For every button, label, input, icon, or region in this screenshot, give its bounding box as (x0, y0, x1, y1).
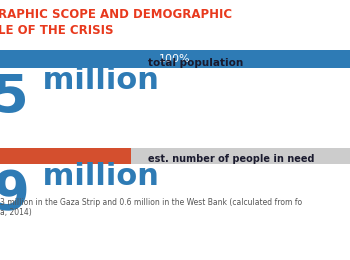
Text: 5: 5 (0, 72, 29, 124)
Bar (0, 50, 350, 68)
Text: 9: 9 (0, 168, 29, 220)
Text: million: million (32, 162, 159, 191)
Text: total population: total population (148, 58, 243, 68)
Text: million: million (32, 66, 159, 95)
Bar (0, 148, 131, 164)
Text: RAPHIC SCOPE AND DEMOGRAPHIC: RAPHIC SCOPE AND DEMOGRAPHIC (0, 8, 232, 21)
Text: LE OF THE CRISIS: LE OF THE CRISIS (0, 24, 113, 37)
Text: est. number of people in need: est. number of people in need (148, 154, 315, 164)
Text: a, 2014): a, 2014) (0, 208, 32, 217)
Text: 3 million in the Gaza Strip and 0.6 million in the West Bank (calculated from fo: 3 million in the Gaza Strip and 0.6 mill… (0, 198, 302, 207)
Bar (0, 148, 350, 164)
Text: 100%: 100% (159, 54, 191, 64)
